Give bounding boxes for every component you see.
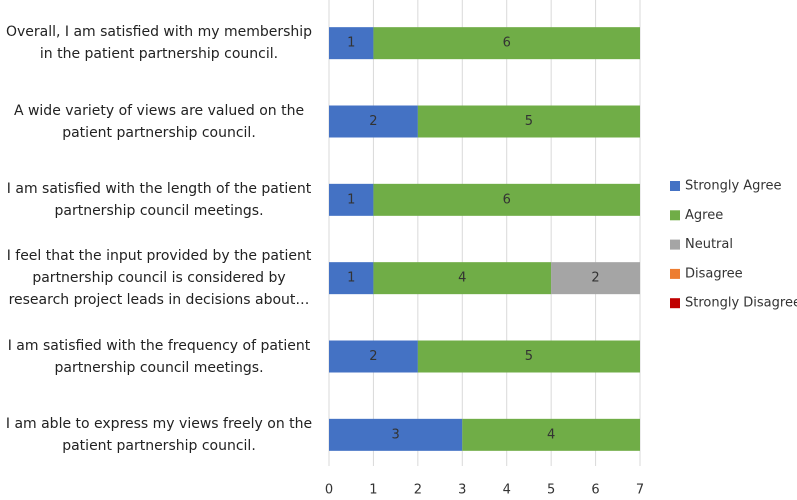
bar-segment	[329, 418, 463, 451]
category-label: I feel that the input provided by the pa…	[6, 248, 312, 309]
data-label: 2	[369, 349, 377, 364]
x-tick-label: 3	[458, 483, 466, 498]
bar-segment	[417, 340, 640, 373]
legend-swatch	[670, 298, 680, 309]
category-label: I am satisfied with the length of the pa…	[6, 180, 312, 219]
legend-swatch	[670, 210, 680, 221]
data-label: 2	[369, 114, 377, 129]
bar-segment	[329, 27, 374, 60]
legend-label: Neutral	[685, 237, 733, 252]
bar-segment	[329, 340, 418, 373]
category-label: Overall, I am satisfied with my membersh…	[5, 24, 313, 63]
data-label: 6	[503, 192, 511, 207]
data-label: 4	[458, 271, 466, 286]
x-tick-label: 0	[325, 483, 333, 498]
data-label: 6	[503, 36, 511, 51]
data-label: 1	[347, 36, 355, 51]
category-label: I am able to express my views freely on …	[5, 415, 313, 454]
data-label: 5	[525, 114, 533, 129]
bar-segment	[417, 105, 640, 138]
bar-segment	[551, 262, 640, 295]
legend-label: Disagree	[685, 266, 743, 281]
legend-swatch	[670, 239, 680, 250]
bar-segment	[373, 27, 640, 60]
data-label: 5	[525, 349, 533, 364]
x-tick-label: 4	[503, 483, 511, 498]
data-label: 3	[392, 427, 400, 442]
bar-segment	[462, 418, 640, 451]
category-label: A wide variety of views are valued on th…	[13, 102, 305, 141]
bar-segment	[329, 262, 374, 295]
x-tick-label: 2	[414, 483, 422, 498]
legend-swatch	[670, 268, 680, 279]
bar-segment	[329, 183, 374, 216]
legend-label: Agree	[685, 208, 723, 223]
data-label: 1	[347, 192, 355, 207]
legend-label: Strongly Disagree	[685, 296, 797, 311]
legend-label: Strongly Agree	[685, 179, 782, 194]
category-label: I am satisfied with the frequency of pat…	[7, 337, 311, 376]
bar-segment	[373, 262, 552, 295]
data-label: 2	[591, 271, 599, 286]
data-label: 4	[547, 427, 555, 442]
x-tick-label: 7	[636, 483, 644, 498]
bar-segment	[373, 183, 640, 216]
x-tick-label: 5	[547, 483, 555, 498]
legend-swatch	[670, 181, 680, 191]
bar-segment	[329, 105, 418, 138]
x-tick-label: 6	[591, 483, 599, 498]
x-tick-label: 1	[369, 483, 377, 498]
data-label: 1	[347, 271, 355, 286]
